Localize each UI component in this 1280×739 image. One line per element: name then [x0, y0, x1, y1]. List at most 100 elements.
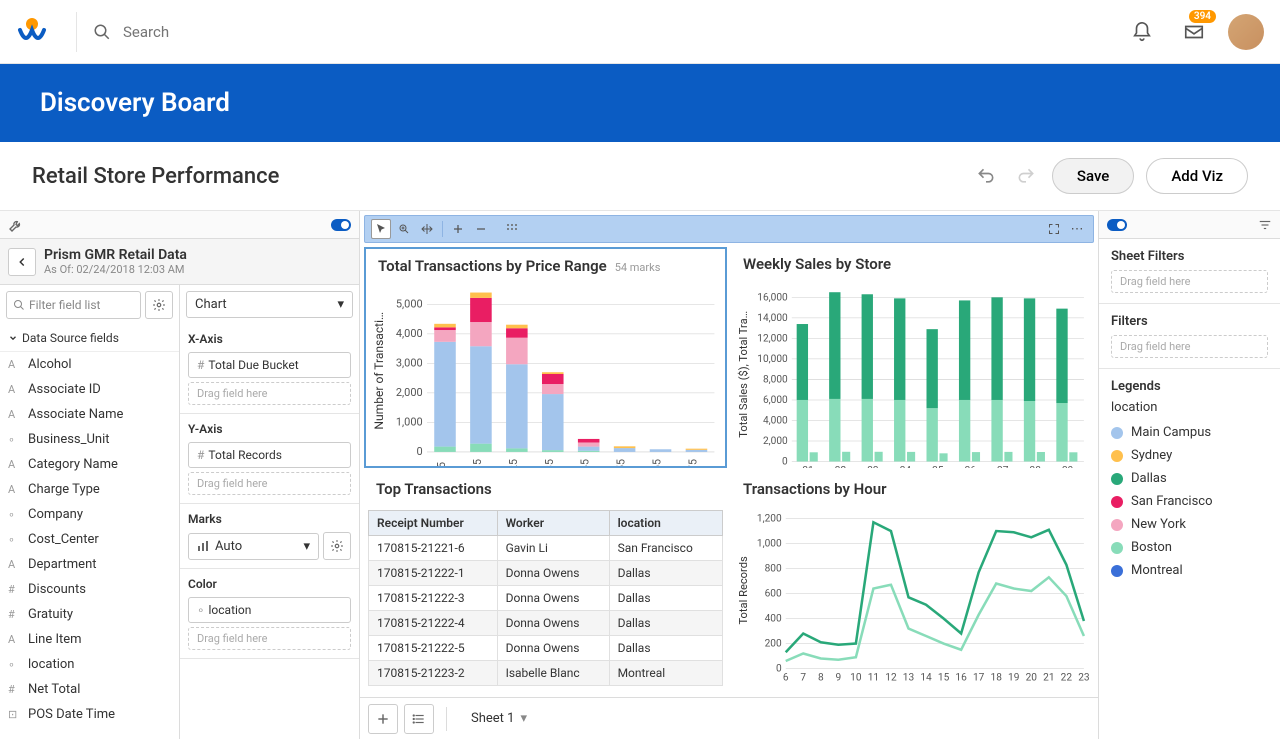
zoom-in-tool[interactable]: [394, 219, 414, 239]
svg-text:0: 0: [416, 445, 422, 458]
svg-text:21: 21: [1043, 673, 1054, 684]
filters-drop[interactable]: Drag field here: [1111, 335, 1268, 358]
redo-icon[interactable]: [1012, 162, 1040, 190]
table-row[interactable]: 170815-21222-1Donna OwensDallas: [369, 561, 723, 586]
field-item[interactable]: ADepartment: [0, 552, 179, 577]
avatar[interactable]: [1228, 14, 1264, 50]
save-button[interactable]: Save: [1052, 158, 1134, 194]
add-viz-button[interactable]: Add Viz: [1146, 158, 1248, 194]
panel-toggle[interactable]: [331, 219, 351, 231]
color-chip[interactable]: ∘location: [188, 597, 351, 623]
expand-tool[interactable]: [1044, 219, 1064, 239]
sheet-select[interactable]: Sheet 1 ▾: [459, 705, 539, 732]
xaxis-label: X-Axis: [188, 332, 351, 346]
page-title: Retail Store Performance: [32, 164, 972, 189]
more-tool[interactable]: ⋯: [1067, 219, 1087, 239]
back-button[interactable]: [8, 248, 36, 276]
marks-settings-button[interactable]: [323, 532, 351, 560]
color-drop[interactable]: Drag field here: [188, 627, 351, 650]
chart-type-select[interactable]: Chart ▾: [186, 291, 353, 318]
pointer-tool[interactable]: [371, 219, 391, 239]
legend-item[interactable]: Main Campus: [1111, 421, 1268, 444]
viz-card-tx-hour[interactable]: Transactions by Hour 02004006008001,0001…: [731, 472, 1094, 693]
legend-item[interactable]: Dallas: [1111, 467, 1268, 490]
pan-tool[interactable]: [417, 219, 437, 239]
notifications-icon[interactable]: [1124, 14, 1160, 50]
remove-tool[interactable]: [471, 219, 491, 239]
add-tool[interactable]: [448, 219, 468, 239]
svg-text:4,000: 4,000: [763, 416, 788, 427]
legend-item[interactable]: Boston: [1111, 536, 1268, 559]
app-logo[interactable]: [16, 16, 48, 48]
viz-card-weekly-sales[interactable]: Weekly Sales by Store 02,0004,0006,0008,…: [731, 247, 1094, 468]
table-row[interactable]: 170815-21221-6Gavin LiSan Francisco: [369, 536, 723, 561]
svg-text:4,000: 4,000: [396, 327, 423, 340]
svg-text:800: 800: [765, 564, 782, 575]
svg-text:1,000: 1,000: [757, 539, 782, 550]
field-item[interactable]: #Gratuity: [0, 602, 179, 627]
wrench-icon[interactable]: [8, 217, 24, 233]
field-item[interactable]: #Discounts: [0, 577, 179, 602]
svg-text:0: 0: [776, 664, 782, 675]
svg-text:8: 8: [818, 673, 824, 684]
field-item[interactable]: #Net Total: [0, 677, 179, 702]
svg-text:10: 10: [850, 673, 862, 684]
sheet-list-button[interactable]: [404, 704, 434, 734]
fields-section-title[interactable]: Data Source fields: [0, 325, 179, 352]
table-header[interactable]: location: [609, 511, 722, 536]
marks-select[interactable]: Auto ▾: [188, 533, 319, 560]
chart-price-range: 01,0002,0003,0004,0005,00051525354555657…: [370, 283, 721, 468]
table-row[interactable]: 170815-21223-2Isabelle BlancMontreal: [369, 661, 723, 686]
svg-text:Number of Transacti…: Number of Transacti…: [372, 312, 386, 430]
legend-item[interactable]: New York: [1111, 513, 1268, 536]
table-header[interactable]: Worker: [497, 511, 609, 536]
field-item[interactable]: ⊡POS Date Time: [0, 702, 179, 727]
field-item[interactable]: AAssociate ID: [0, 377, 179, 402]
filter-field-input[interactable]: Filter field list: [6, 291, 141, 319]
field-item[interactable]: ALine Item: [0, 627, 179, 652]
search-input[interactable]: [123, 23, 423, 41]
field-item[interactable]: AAssociate Name: [0, 402, 179, 427]
field-item[interactable]: ACharge Type: [0, 477, 179, 502]
svg-text:2,000: 2,000: [763, 436, 788, 447]
svg-text:13: 13: [903, 673, 915, 684]
svg-text:39: 39: [1062, 466, 1074, 468]
fields-list: Filter field list Data Source fields AAl…: [0, 285, 180, 739]
svg-text:35: 35: [932, 466, 944, 468]
xaxis-chip[interactable]: #Total Due Bucket: [188, 352, 351, 378]
table-row[interactable]: 170815-21222-3Donna OwensDallas: [369, 586, 723, 611]
banner-title: Discovery Board: [40, 88, 1240, 118]
svg-text:14,000: 14,000: [757, 313, 788, 324]
svg-text:75: 75: [686, 459, 699, 468]
add-sheet-button[interactable]: [368, 704, 398, 734]
grid-tool[interactable]: [502, 219, 522, 239]
legend-item[interactable]: Montreal: [1111, 559, 1268, 582]
yaxis-drop[interactable]: Drag field here: [188, 472, 351, 495]
table-row[interactable]: 170815-21222-4Donna OwensDallas: [369, 611, 723, 636]
viz-card-price-range[interactable]: Total Transactions by Price Range54 mark…: [364, 247, 727, 468]
viz3-title: Top Transactions: [376, 480, 492, 498]
field-item[interactable]: ∘location: [0, 652, 179, 677]
right-panel: Sheet Filters Drag field here Filters Dr…: [1098, 211, 1280, 739]
table-header[interactable]: Receipt Number: [369, 511, 498, 536]
xaxis-drop[interactable]: Drag field here: [188, 382, 351, 405]
legend-item[interactable]: San Francisco: [1111, 490, 1268, 513]
svg-text:6,000: 6,000: [763, 395, 788, 406]
filter-icon[interactable]: [1258, 218, 1272, 232]
viz-card-top-tx[interactable]: Top Transactions Receipt NumberWorkerloc…: [364, 472, 727, 693]
legend-item[interactable]: Sydney: [1111, 444, 1268, 467]
field-item[interactable]: ∘Business_Unit: [0, 427, 179, 452]
svg-text:25: 25: [507, 459, 520, 468]
field-settings-button[interactable]: [145, 291, 173, 319]
undo-icon[interactable]: [972, 162, 1000, 190]
sheet-filters-drop[interactable]: Drag field here: [1111, 270, 1268, 293]
svg-text:6: 6: [783, 673, 789, 684]
field-item[interactable]: ∘Company: [0, 502, 179, 527]
field-item[interactable]: ∘Cost_Center: [0, 527, 179, 552]
inbox-icon[interactable]: 394: [1176, 14, 1212, 50]
field-item[interactable]: AAlcohol: [0, 352, 179, 377]
table-row[interactable]: 170815-21222-5Donna OwensDallas: [369, 636, 723, 661]
right-toggle[interactable]: [1107, 219, 1127, 231]
yaxis-chip[interactable]: #Total Records: [188, 442, 351, 468]
field-item[interactable]: ACategory Name: [0, 452, 179, 477]
